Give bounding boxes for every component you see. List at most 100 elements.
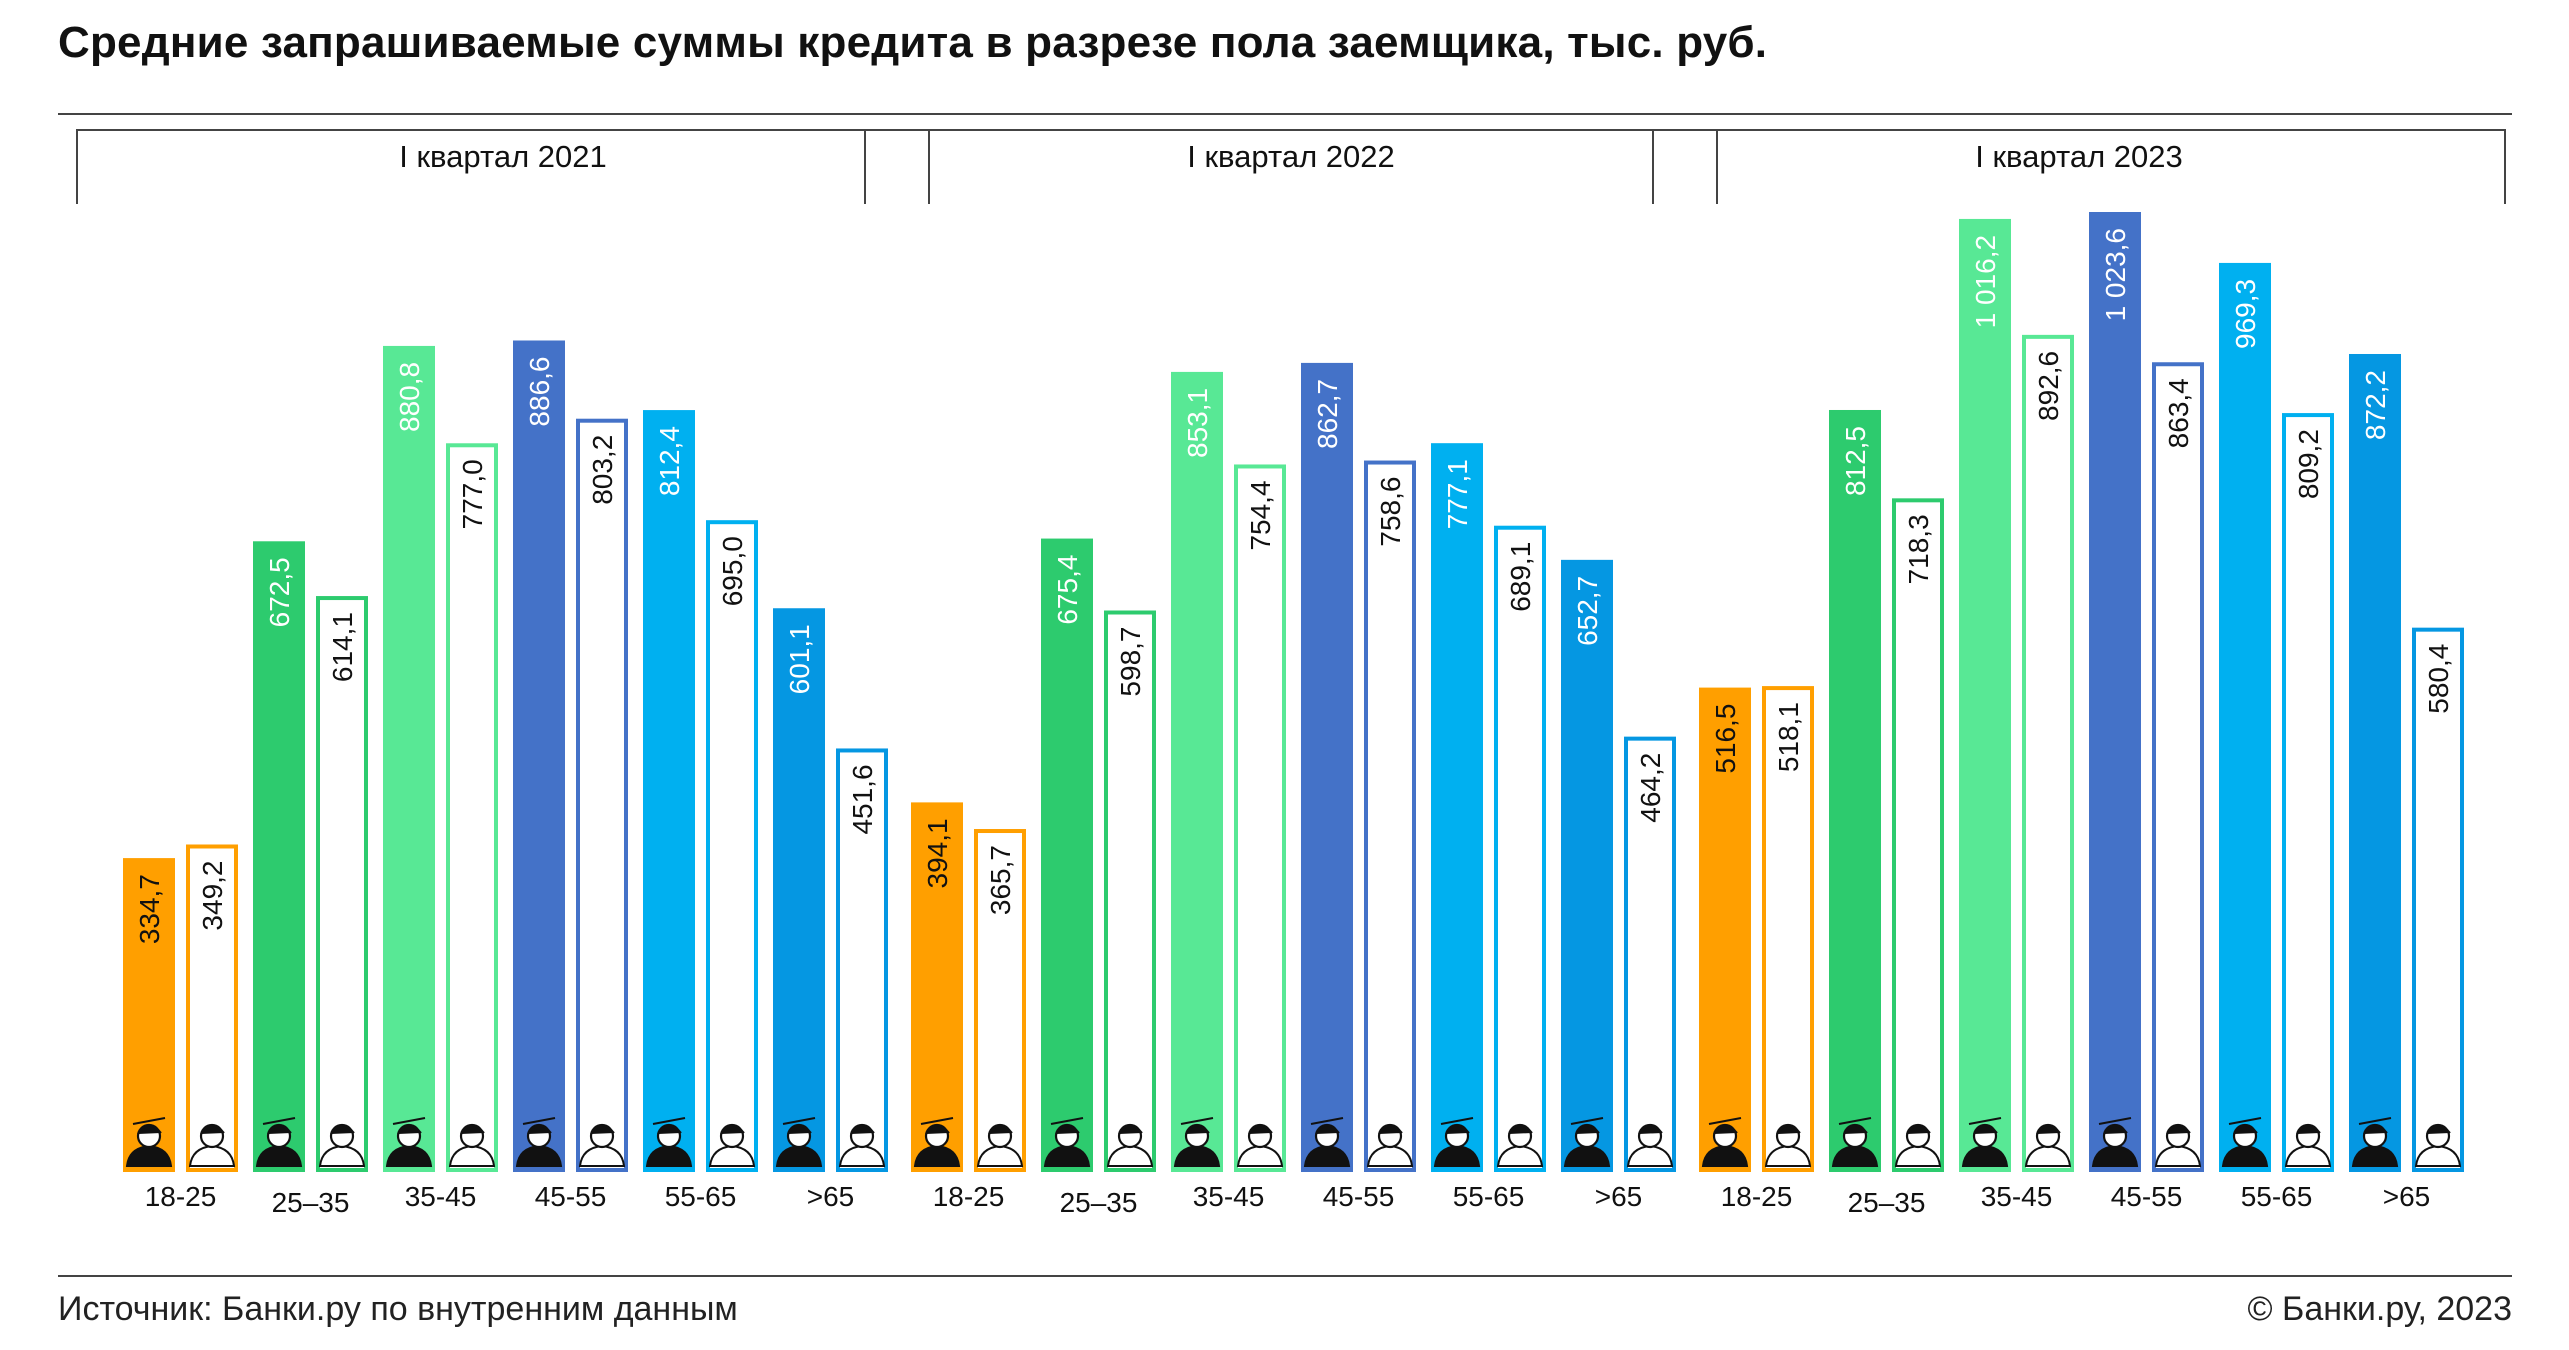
person-icon xyxy=(1626,1123,1674,1167)
person-icon xyxy=(1961,1117,2009,1167)
value-label: 675,4 xyxy=(1052,555,1083,625)
value-label: 872,2 xyxy=(2360,370,2391,440)
category-label: >65 xyxy=(2383,1181,2431,1212)
value-label: 758,6 xyxy=(1375,477,1406,547)
bar-outlined xyxy=(2412,627,2464,1172)
bar-filled xyxy=(1829,409,1881,1172)
bar-filled xyxy=(253,541,305,1172)
person-icon xyxy=(838,1123,886,1167)
bar-filled xyxy=(773,608,825,1172)
category-label: 55-65 xyxy=(2241,1181,2313,1212)
value-label: 580,4 xyxy=(2423,644,2454,714)
bar-filled xyxy=(1561,559,1613,1172)
bar-filled xyxy=(2219,262,2271,1172)
source-note: Источник: Банки.ру по внутренним данным xyxy=(58,1290,738,1328)
bar-filled xyxy=(1041,538,1093,1172)
value-label: 598,7 xyxy=(1115,626,1146,696)
value-label: 464,2 xyxy=(1635,753,1666,823)
person-icon xyxy=(2221,1117,2269,1167)
bar-filled xyxy=(911,802,963,1172)
quarter-label: I квартал 2023 xyxy=(1975,139,2182,174)
bar-outlined xyxy=(2282,413,2334,1172)
person-icon xyxy=(976,1123,1024,1167)
value-label: 334,7 xyxy=(134,874,165,944)
person-icon xyxy=(1831,1117,1879,1167)
person-icon xyxy=(2351,1117,2399,1167)
quarter-label: I квартал 2021 xyxy=(399,139,606,174)
person-icon xyxy=(255,1117,303,1167)
value-label: 803,2 xyxy=(587,435,618,505)
bar-outlined xyxy=(316,596,368,1172)
person-icon xyxy=(1043,1117,1091,1167)
value-label: 518,1 xyxy=(1773,702,1804,772)
value-label: 689,1 xyxy=(1505,542,1536,612)
category-label: >65 xyxy=(807,1181,855,1212)
value-label: 394,1 xyxy=(922,818,953,888)
person-icon xyxy=(1764,1123,1812,1167)
person-icon xyxy=(1106,1123,1154,1167)
category-label: 35-45 xyxy=(1981,1181,2053,1212)
person-icon xyxy=(775,1117,823,1167)
person-icon xyxy=(1236,1123,1284,1167)
quarter-bracket xyxy=(864,129,1718,204)
value-label: 892,6 xyxy=(2033,351,2064,421)
category-label: 18-25 xyxy=(933,1181,1005,1212)
bar-outlined xyxy=(974,829,1026,1172)
category-label: 25–35 xyxy=(1848,1187,1926,1218)
category-label: 18-25 xyxy=(1721,1181,1793,1212)
bar-outlined xyxy=(706,520,758,1172)
quarter-bracket xyxy=(76,129,930,204)
bar-outlined xyxy=(1762,686,1814,1172)
person-icon xyxy=(645,1117,693,1167)
person-icon xyxy=(2154,1123,2202,1167)
person-icon xyxy=(578,1123,626,1167)
person-icon xyxy=(2414,1123,2462,1167)
bar-filled xyxy=(1431,443,1483,1172)
bar-outlined xyxy=(446,443,498,1172)
value-label: 809,2 xyxy=(2293,429,2324,499)
person-icon xyxy=(2091,1117,2139,1167)
bar-outlined xyxy=(1624,736,1676,1173)
value-label: 718,3 xyxy=(1903,514,1934,584)
person-icon xyxy=(1173,1117,1221,1167)
category-label: >65 xyxy=(1595,1181,1643,1212)
bar-filled xyxy=(2089,212,2141,1172)
category-label: 18-25 xyxy=(145,1181,217,1212)
value-label: 754,4 xyxy=(1245,480,1276,550)
bar-filled xyxy=(1959,218,2011,1173)
chart-title: Средние запрашиваемые суммы кредита в ра… xyxy=(58,18,1768,67)
person-icon xyxy=(1701,1117,1749,1167)
person-icon xyxy=(125,1117,173,1167)
person-icon xyxy=(708,1123,756,1167)
value-label: 812,5 xyxy=(1840,426,1871,496)
quarter-label: I квартал 2022 xyxy=(1187,139,1394,174)
value-label: 451,6 xyxy=(847,764,878,834)
value-label: 812,4 xyxy=(654,426,685,496)
value-label: 695,0 xyxy=(717,536,748,606)
person-icon xyxy=(1303,1117,1351,1167)
value-label: 672,5 xyxy=(264,557,295,627)
bar-outlined xyxy=(2022,334,2074,1173)
bar-outlined xyxy=(1892,498,1944,1172)
value-label: 1 016,2 xyxy=(1970,235,2001,328)
person-icon xyxy=(1433,1117,1481,1167)
person-icon xyxy=(385,1117,433,1167)
category-label: 25–35 xyxy=(272,1187,350,1218)
value-label: 853,1 xyxy=(1182,388,1213,458)
person-icon xyxy=(2284,1123,2332,1167)
bar-outlined xyxy=(186,844,238,1172)
bar-outlined xyxy=(1364,460,1416,1172)
person-icon xyxy=(448,1123,496,1167)
bar-outlined xyxy=(576,418,628,1172)
person-icon xyxy=(1563,1117,1611,1167)
category-label: 25–35 xyxy=(1060,1187,1138,1218)
value-label: 969,3 xyxy=(2230,279,2261,349)
copyright-note: © Банки.ру, 2023 xyxy=(2247,1290,2512,1328)
category-label: 35-45 xyxy=(1193,1181,1265,1212)
value-label: 886,6 xyxy=(524,356,555,426)
value-label: 862,7 xyxy=(1312,379,1343,449)
value-label: 777,1 xyxy=(1442,459,1473,529)
bar-outlined xyxy=(1494,525,1546,1172)
value-label: 880,8 xyxy=(394,362,425,432)
